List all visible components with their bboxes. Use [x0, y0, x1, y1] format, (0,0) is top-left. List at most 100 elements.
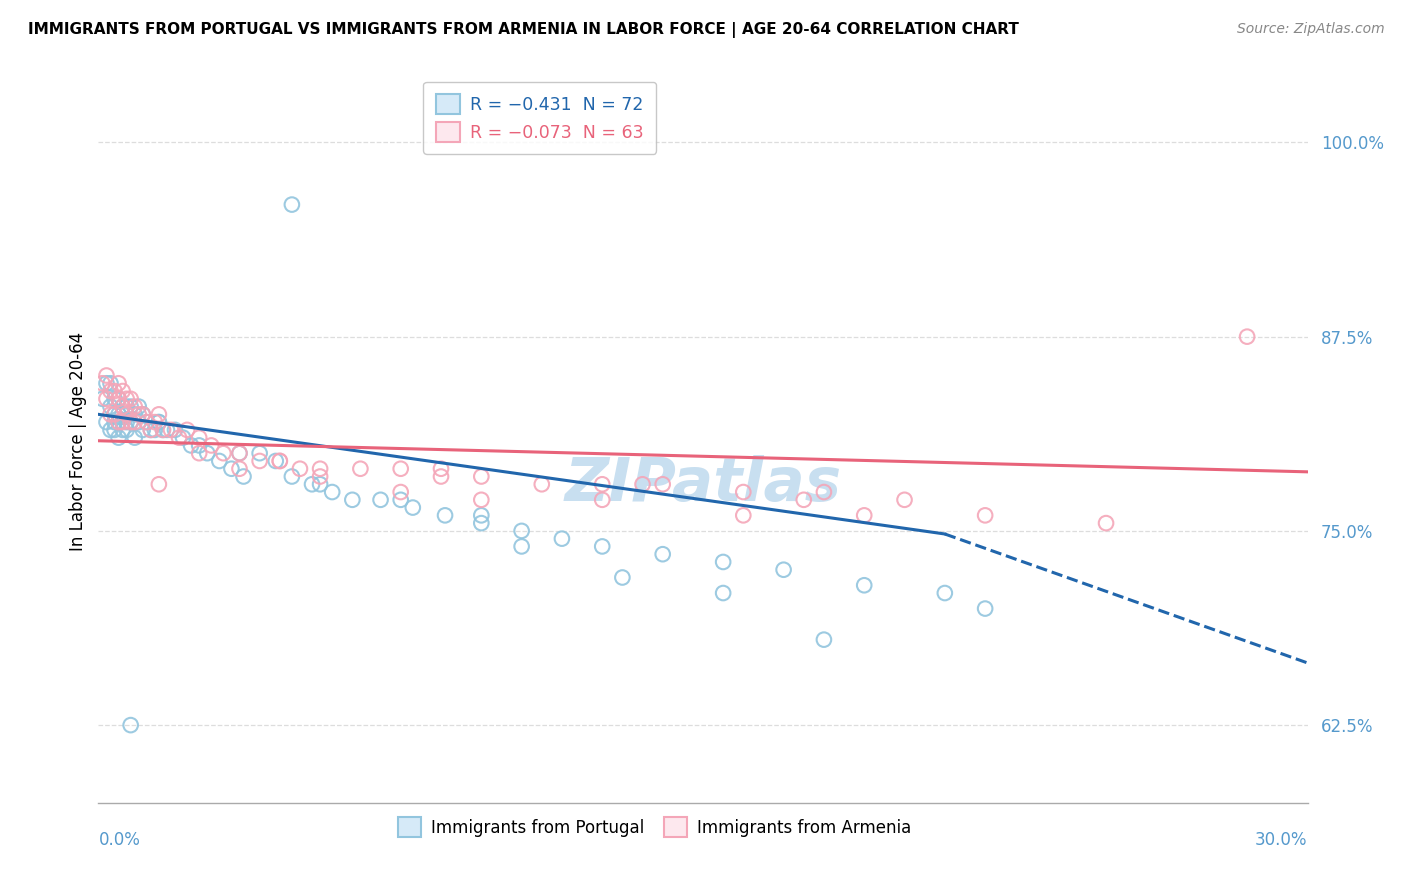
Point [212, 446, 235, 460]
Point [107, 415, 129, 429]
Point [128, 408, 150, 422]
Point [107, 392, 129, 406]
Point [96, 415, 118, 429]
Point [591, 540, 613, 554]
Point [402, 500, 425, 515]
Point [96, 392, 118, 406]
Point [111, 384, 134, 398]
Point [430, 469, 453, 483]
Y-axis label: In Labor Force | Age 20-64: In Labor Force | Age 20-64 [69, 332, 87, 551]
Point [163, 423, 186, 437]
Text: ZIPatlas: ZIPatlas [564, 456, 842, 515]
Point [470, 492, 492, 507]
Point [793, 492, 815, 507]
Point [321, 485, 343, 500]
Point [107, 376, 129, 391]
Point [893, 492, 915, 507]
Point [107, 431, 129, 445]
Point [430, 461, 453, 475]
Point [103, 423, 125, 437]
Point [711, 555, 734, 569]
Point [96, 376, 118, 391]
Point [96, 368, 118, 383]
Point [115, 415, 138, 429]
Point [132, 408, 155, 422]
Point [135, 415, 157, 429]
Point [853, 578, 876, 592]
Point [160, 423, 183, 437]
Point [228, 446, 250, 460]
Point [91, 376, 114, 391]
Point [470, 508, 492, 523]
Point [974, 601, 997, 615]
Point [148, 408, 170, 422]
Point [733, 508, 755, 523]
Point [143, 423, 166, 437]
Point [389, 461, 412, 475]
Point [156, 423, 179, 437]
Point [139, 423, 162, 437]
Point [115, 423, 138, 437]
Point [1236, 329, 1258, 343]
Point [172, 431, 194, 445]
Point [301, 477, 323, 491]
Point [124, 415, 146, 429]
Point [115, 392, 138, 406]
Point [107, 415, 129, 429]
Point [103, 384, 125, 398]
Point [389, 485, 412, 500]
Point [128, 400, 150, 414]
Legend: Immigrants from Portugal, Immigrants from Armenia: Immigrants from Portugal, Immigrants fro… [389, 809, 920, 845]
Point [470, 469, 492, 483]
Point [269, 454, 291, 468]
Point [711, 586, 734, 600]
Point [269, 454, 291, 468]
Point [342, 492, 364, 507]
Point [510, 540, 533, 554]
Point [115, 400, 138, 414]
Point [281, 469, 304, 483]
Point [228, 446, 250, 460]
Point [551, 532, 574, 546]
Point [221, 461, 243, 475]
Point [470, 516, 492, 530]
Point [91, 392, 114, 406]
Point [651, 477, 673, 491]
Point [100, 408, 122, 422]
Point [143, 415, 166, 429]
Point [530, 477, 553, 491]
Point [124, 400, 146, 414]
Point [120, 718, 142, 732]
Text: Source: ZipAtlas.com: Source: ZipAtlas.com [1237, 22, 1385, 37]
Point [249, 454, 271, 468]
Point [103, 408, 125, 422]
Point [232, 469, 254, 483]
Point [853, 508, 876, 523]
Point [132, 408, 155, 422]
Point [813, 632, 835, 647]
Point [111, 400, 134, 414]
Point [733, 485, 755, 500]
Point [120, 392, 142, 406]
Point [111, 415, 134, 429]
Point [148, 415, 170, 429]
Point [631, 477, 654, 491]
Point [974, 508, 997, 523]
Point [264, 454, 287, 468]
Point [132, 423, 155, 437]
Point [139, 423, 162, 437]
Point [188, 431, 211, 445]
Point [772, 563, 794, 577]
Point [434, 508, 457, 523]
Point [103, 408, 125, 422]
Point [389, 492, 412, 507]
Point [100, 423, 122, 437]
Point [167, 431, 190, 445]
Point [107, 408, 129, 422]
Point [934, 586, 956, 600]
Text: IMMIGRANTS FROM PORTUGAL VS IMMIGRANTS FROM ARMENIA IN LABOR FORCE | AGE 20-64 C: IMMIGRANTS FROM PORTUGAL VS IMMIGRANTS F… [28, 22, 1019, 38]
Point [651, 547, 673, 561]
Point [228, 461, 250, 475]
Point [208, 454, 231, 468]
Point [103, 415, 125, 429]
